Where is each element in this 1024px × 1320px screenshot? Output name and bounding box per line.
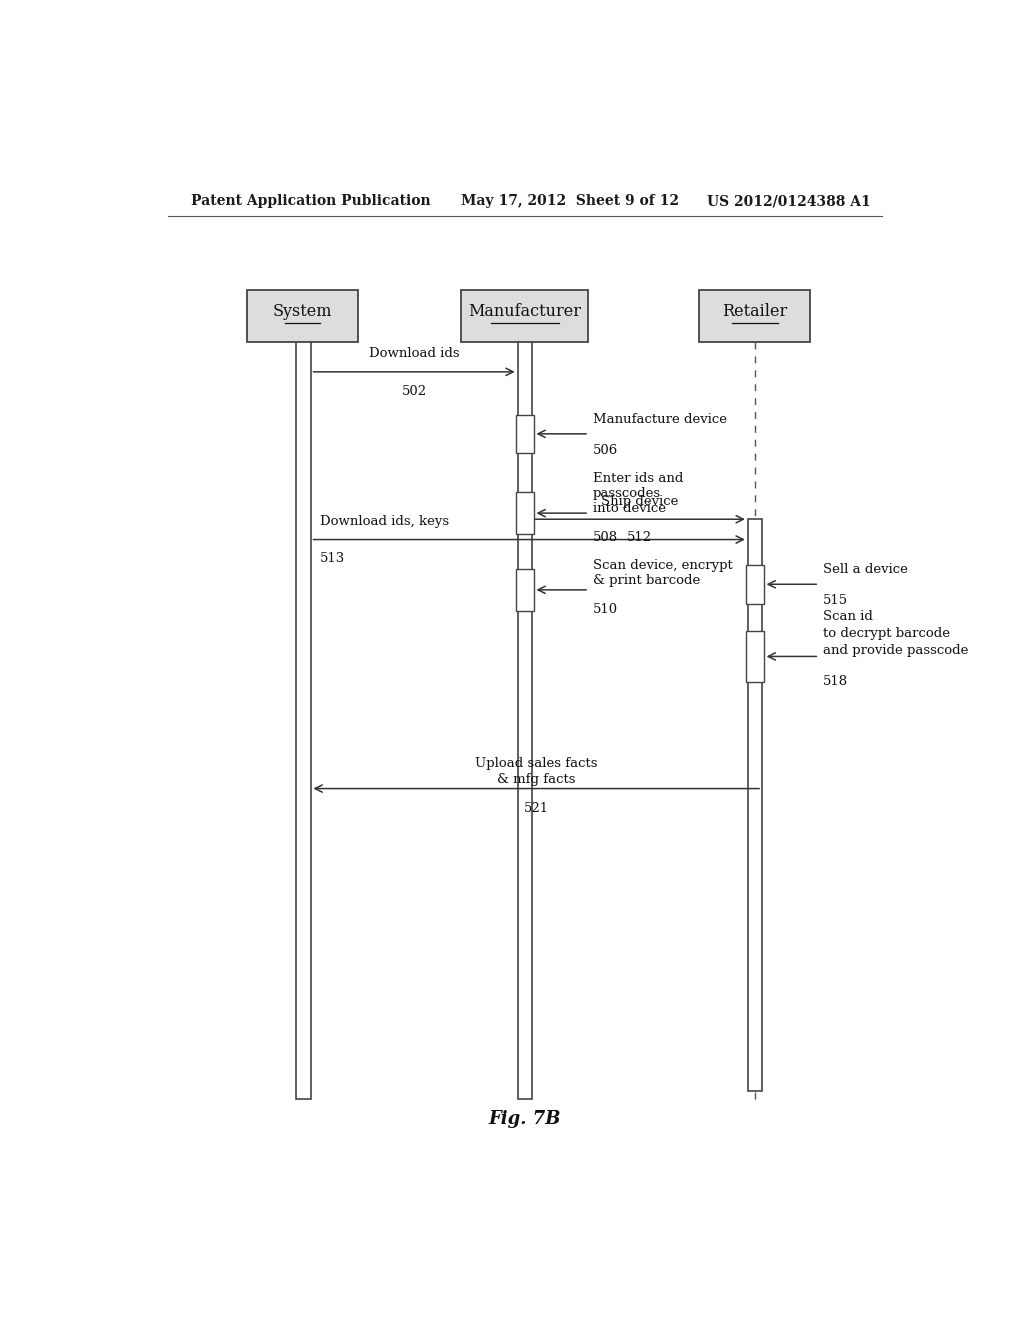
Bar (746, 631, 764, 682)
Text: & print barcode: & print barcode (593, 574, 700, 587)
Text: 513: 513 (321, 552, 345, 565)
Bar (516, 492, 534, 535)
Bar (518, 342, 531, 1098)
Bar (516, 414, 534, 453)
Text: 502: 502 (401, 385, 427, 399)
Text: Scan device, encrypt: Scan device, encrypt (593, 558, 733, 572)
Text: Ship device: Ship device (601, 495, 679, 508)
Bar (516, 569, 534, 611)
Text: Sell a device: Sell a device (823, 564, 908, 576)
Text: Manufacture device: Manufacture device (593, 413, 727, 426)
Text: Download ids, keys: Download ids, keys (321, 515, 450, 528)
Text: 515: 515 (823, 594, 848, 607)
Text: to decrypt barcode: to decrypt barcode (823, 627, 950, 640)
Text: Patent Application Publication: Patent Application Publication (191, 194, 431, 209)
Bar (247, 289, 358, 342)
Text: Retailer: Retailer (722, 304, 787, 321)
Text: and provide passcode: and provide passcode (823, 644, 969, 657)
Text: Download ids: Download ids (369, 347, 460, 359)
Text: passcodes: passcodes (593, 487, 662, 500)
Bar (746, 565, 764, 603)
Text: May 17, 2012  Sheet 9 of 12: May 17, 2012 Sheet 9 of 12 (461, 194, 679, 209)
Text: & mfg facts: & mfg facts (497, 772, 575, 785)
Text: Upload sales facts: Upload sales facts (475, 758, 598, 771)
Text: Fig. 7B: Fig. 7B (488, 1110, 561, 1127)
Text: Manufacturer: Manufacturer (468, 304, 582, 321)
Text: 512: 512 (628, 532, 652, 544)
Text: Scan id: Scan id (823, 610, 873, 623)
Bar (748, 519, 762, 1092)
Bar (296, 342, 310, 1098)
Text: 521: 521 (523, 801, 549, 814)
Bar (461, 289, 588, 342)
Text: 510: 510 (593, 603, 618, 616)
Text: US 2012/0124388 A1: US 2012/0124388 A1 (708, 194, 871, 209)
Text: 506: 506 (593, 444, 618, 457)
Text: Enter ids and: Enter ids and (593, 471, 683, 484)
Text: System: System (272, 304, 333, 321)
Text: 508: 508 (593, 532, 618, 544)
Text: 518: 518 (823, 675, 848, 688)
Bar (699, 289, 811, 342)
Text: into device: into device (593, 502, 666, 515)
